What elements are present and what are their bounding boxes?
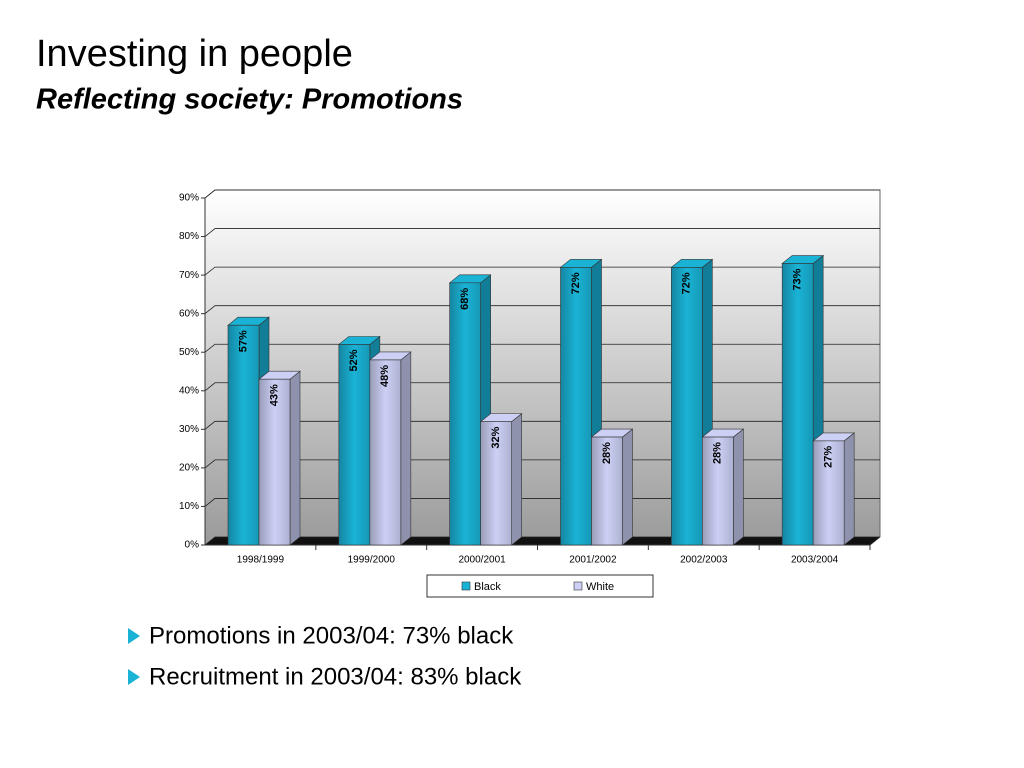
bar [812, 440, 845, 546]
x-tick-label: 2003/2004 [791, 555, 839, 566]
value-label: 27% [823, 446, 835, 468]
grid-line [204, 189, 880, 199]
legend-label: Black [474, 581, 501, 593]
bar [338, 344, 371, 546]
value-label: 48% [379, 365, 391, 387]
grid-line [204, 536, 880, 546]
x-tick-label: 2000/2001 [458, 555, 506, 566]
floor [205, 537, 880, 545]
y-tick-label: 50% [179, 347, 199, 358]
grid-line [204, 266, 880, 276]
value-label: 72% [570, 272, 582, 294]
bar [369, 359, 402, 546]
y-tick-label: 80% [179, 231, 199, 242]
value-label: 32% [490, 426, 502, 448]
y-tick-label: 90% [179, 193, 199, 204]
bar [781, 263, 814, 546]
bar [227, 324, 260, 546]
bar-side [289, 370, 301, 546]
bullet-icon [128, 669, 140, 685]
bullet: Promotions in 2003/04: 73% black [149, 622, 514, 649]
value-label: 28% [712, 442, 724, 464]
bar-side [843, 432, 855, 546]
legend-swatch [573, 581, 583, 591]
grid-line [204, 459, 880, 469]
bar [702, 436, 734, 546]
grid-line [204, 343, 880, 353]
y-tick-label: 0% [185, 540, 200, 551]
bar-side [511, 412, 522, 546]
legend-swatch [461, 581, 471, 591]
grid-line [204, 420, 880, 430]
x-tick-label: 2001/2002 [569, 555, 617, 566]
value-label: 28% [601, 442, 613, 464]
title: Investing in people [36, 33, 353, 75]
grid-line [204, 228, 880, 237]
y-tick-label: 30% [179, 424, 199, 435]
y-tick-label: 10% [179, 501, 199, 512]
legend-label: White [586, 581, 614, 593]
bar-side [622, 428, 633, 546]
grid-line [204, 498, 880, 507]
bar-side [400, 351, 412, 546]
bar [480, 421, 512, 546]
x-tick-label: 1999/2000 [348, 555, 396, 566]
grid-line [204, 382, 880, 392]
bar [449, 282, 481, 546]
value-label: 72% [681, 272, 693, 294]
y-tick-label: 60% [179, 308, 199, 319]
value-label: 73% [792, 268, 804, 290]
y-tick-label: 70% [179, 270, 199, 281]
legend [426, 574, 654, 598]
bar [591, 436, 623, 546]
bar-side [733, 428, 744, 546]
value-label: 68% [459, 288, 471, 310]
value-label: 43% [268, 384, 280, 406]
bullet-icon [128, 628, 140, 644]
x-tick-label: 1998/1999 [237, 555, 285, 566]
bar [258, 378, 291, 546]
bar [560, 267, 592, 546]
bullet: Recruitment in 2003/04: 83% black [149, 663, 522, 690]
subtitle: Reflecting society: Promotions [36, 84, 463, 116]
grid-line [204, 305, 880, 314]
plot-area [204, 189, 881, 546]
y-tick-label: 20% [179, 463, 199, 474]
value-label: 52% [348, 349, 360, 371]
value-label: 57% [237, 330, 249, 352]
bar [671, 267, 703, 546]
y-tick-label: 40% [179, 385, 199, 396]
x-tick-label: 2002/2003 [680, 555, 728, 566]
